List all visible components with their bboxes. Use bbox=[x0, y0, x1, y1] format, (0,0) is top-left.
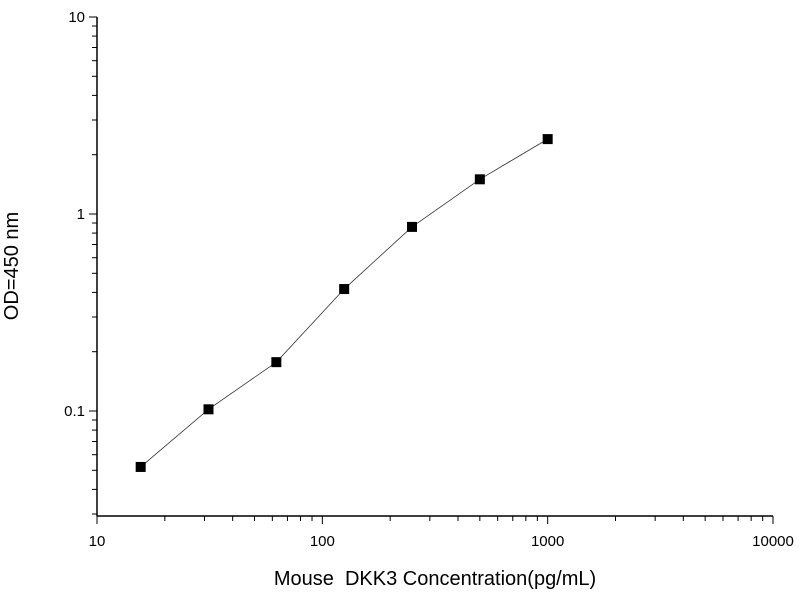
data-point bbox=[339, 284, 350, 295]
data-point bbox=[271, 357, 282, 368]
data-point bbox=[407, 221, 418, 232]
x-tick-label: 10 bbox=[89, 533, 106, 550]
y-tick-label: 0.1 bbox=[64, 403, 85, 420]
x-tick-label: 1000 bbox=[531, 533, 564, 550]
data-point bbox=[203, 404, 214, 415]
data-point bbox=[542, 134, 553, 145]
x-tick-label: 10000 bbox=[752, 533, 794, 550]
axes: 10 100 1000 10000 0.1 1 10 bbox=[64, 9, 794, 550]
series bbox=[135, 134, 553, 472]
y-axis-label: OD=450 nm bbox=[1, 212, 23, 320]
x-tick-label: 100 bbox=[310, 533, 335, 550]
x-axis-label: Mouse DKK3 Concentration(pg/mL) bbox=[274, 568, 596, 590]
data-point bbox=[474, 174, 485, 185]
y-tick-label: 10 bbox=[68, 9, 85, 26]
series-line bbox=[140, 138, 548, 468]
y-tick-label: 1 bbox=[77, 206, 85, 223]
data-point bbox=[135, 461, 146, 472]
